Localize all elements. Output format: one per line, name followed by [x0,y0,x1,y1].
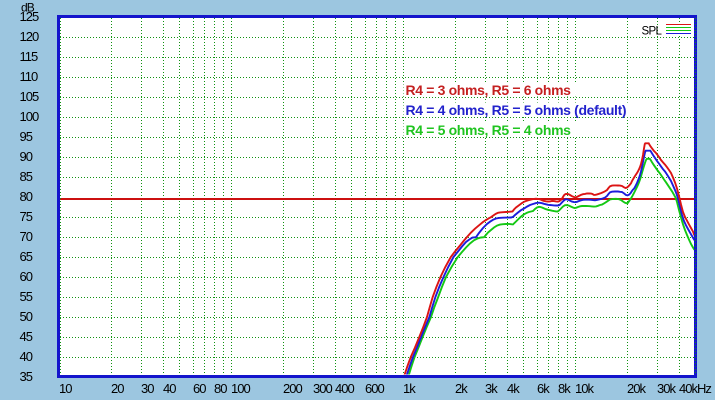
svg-text:10k: 10k [575,381,594,396]
svg-text:3k: 3k [485,381,498,396]
svg-text:55: 55 [20,289,33,304]
svg-text:115: 115 [20,49,38,64]
svg-text:80: 80 [214,381,227,396]
svg-text:75: 75 [20,209,33,224]
svg-text:125: 125 [20,9,39,24]
svg-text:80: 80 [20,189,33,204]
svg-text:4k: 4k [507,381,520,396]
svg-text:110: 110 [20,69,38,84]
svg-text:30k: 30k [657,381,676,396]
svg-text:100: 100 [231,381,250,396]
svg-text:20k: 20k [627,381,646,396]
svg-text:70: 70 [20,229,33,244]
svg-text:R4 = 4 ohms, R5 = 5 ohms (defa: R4 = 4 ohms, R5 = 5 ohms (default) [406,102,627,118]
svg-text:400: 400 [335,381,354,396]
svg-text:95: 95 [20,129,33,144]
svg-text:R4 = 3 ohms, R5 = 6 ohms: R4 = 3 ohms, R5 = 6 ohms [406,82,572,98]
svg-text:85: 85 [20,169,33,184]
svg-text:30: 30 [141,381,154,396]
svg-text:40kHz: 40kHz [679,381,711,396]
svg-text:20: 20 [111,381,124,396]
svg-text:600: 600 [365,381,384,396]
svg-text:50: 50 [20,309,33,324]
svg-text:R4 = 5 ohms, R5 = 4 ohms: R4 = 5 ohms, R5 = 4 ohms [406,122,572,138]
svg-text:60: 60 [193,381,206,396]
svg-text:2k: 2k [455,381,468,396]
svg-text:90: 90 [20,149,33,164]
svg-text:10: 10 [59,381,72,396]
svg-text:40: 40 [163,381,176,396]
svg-text:1k: 1k [403,381,416,396]
svg-text:45: 45 [20,329,33,344]
svg-text:dB: dB [21,1,35,15]
svg-text:65: 65 [20,249,33,264]
svg-text:35: 35 [20,369,33,384]
svg-text:120: 120 [20,29,39,44]
svg-text:8k: 8k [558,381,571,396]
svg-text:6k: 6k [537,381,550,396]
svg-text:100: 100 [20,109,39,124]
svg-text:300: 300 [313,381,332,396]
svg-text:40: 40 [20,349,33,364]
svg-text:105: 105 [20,89,39,104]
svg-text:60: 60 [20,269,33,284]
svg-text:SPL: SPL [642,25,663,37]
svg-text:200: 200 [283,381,302,396]
